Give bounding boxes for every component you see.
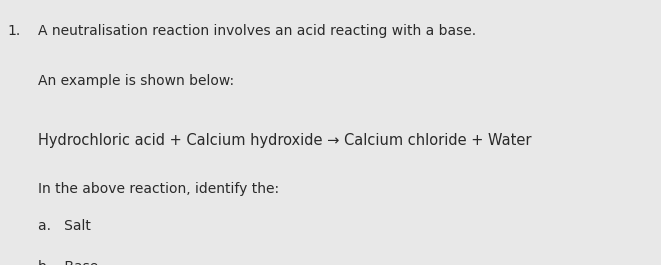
Text: In the above reaction, identify the:: In the above reaction, identify the: [38, 182, 280, 196]
Text: b.   Base: b. Base [38, 260, 98, 265]
Text: An example is shown below:: An example is shown below: [38, 74, 235, 88]
Text: A neutralisation reaction involves an acid reacting with a base.: A neutralisation reaction involves an ac… [38, 24, 477, 38]
Text: 1.: 1. [8, 24, 21, 38]
Text: Hydrochloric acid + Calcium hydroxide → Calcium chloride + Water: Hydrochloric acid + Calcium hydroxide → … [38, 132, 532, 148]
Text: a.   Salt: a. Salt [38, 219, 91, 233]
